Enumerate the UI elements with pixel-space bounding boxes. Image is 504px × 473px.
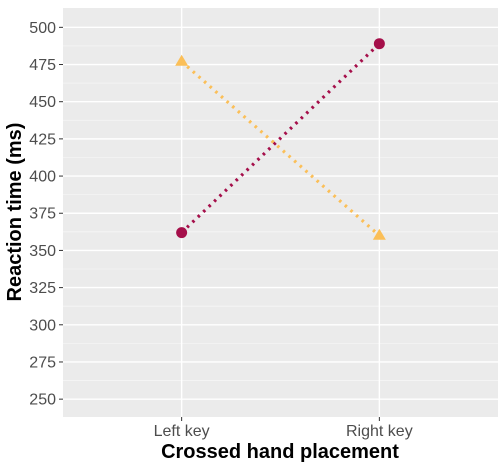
y-tick-label: 450 [29, 94, 56, 111]
data-point [175, 54, 189, 66]
data-point [373, 38, 385, 50]
y-axis: 250 275 300 325 350 375 400 425 450 475 500 [29, 20, 63, 409]
x-tick-label: Left key [154, 423, 210, 440]
y-tick-label: 400 [29, 169, 56, 186]
data-point [176, 227, 188, 239]
x-axis-title: Crossed hand placement [161, 441, 399, 463]
y-tick-label: 250 [29, 392, 56, 409]
series-triangle [175, 54, 386, 240]
series-line [180, 60, 381, 237]
series-circle [176, 38, 385, 239]
grid-minor-lines [63, 45, 498, 381]
y-tick-label: 350 [29, 243, 56, 260]
plot-panel [63, 8, 498, 417]
y-tick-label: 375 [29, 206, 56, 223]
x-tick-label: Right key [346, 423, 413, 440]
y-tick-label: 275 [29, 354, 56, 371]
series-line [180, 42, 381, 234]
data-point [372, 228, 386, 240]
y-tick-label: 300 [29, 317, 56, 334]
series-layer [175, 38, 386, 240]
y-tick-label: 325 [29, 280, 56, 297]
y-axis-title: Reaction time (ms) [4, 123, 26, 302]
y-tick-label: 475 [29, 57, 56, 74]
y-tick-label: 425 [29, 131, 56, 148]
y-tick-label: 500 [29, 20, 56, 37]
x-axis: Left key Right key [154, 417, 413, 440]
